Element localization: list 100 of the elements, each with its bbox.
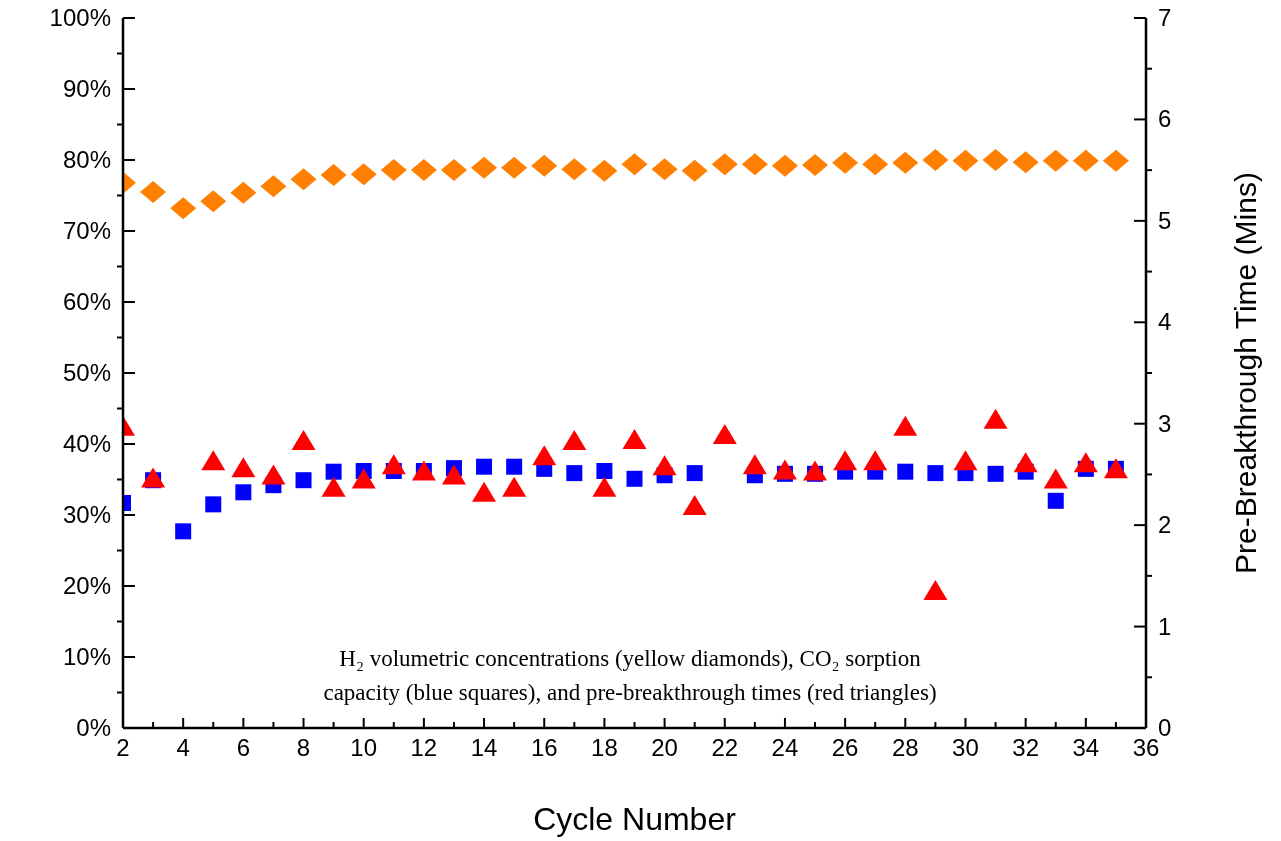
x-tick-label: 4 — [176, 734, 190, 761]
y-tick-label: 50% — [62, 359, 111, 386]
x-tick-label: 8 — [296, 734, 311, 761]
point — [502, 476, 527, 497]
y-tick-label: 30% — [62, 501, 111, 528]
point — [471, 156, 498, 179]
y-tick-label: 70% — [62, 217, 111, 244]
point — [927, 465, 944, 482]
y-tick-label: 100% — [49, 4, 111, 31]
x-tick-label: 16 — [530, 734, 558, 761]
point — [863, 450, 888, 471]
point — [652, 455, 677, 476]
point — [476, 458, 493, 475]
x-tick-label: 18 — [591, 734, 618, 761]
point — [897, 463, 914, 480]
point — [562, 429, 587, 450]
y-tick-label: 80% — [62, 146, 111, 173]
y-tick-label: 0% — [76, 714, 111, 741]
point — [295, 472, 312, 489]
point — [832, 151, 859, 174]
x-tick-label: 28 — [891, 734, 919, 761]
point — [952, 149, 979, 172]
point — [681, 159, 708, 182]
point — [260, 175, 287, 198]
y2-tick-label: 5 — [1158, 206, 1172, 234]
point — [982, 149, 1009, 171]
point — [441, 464, 466, 485]
point — [532, 445, 557, 466]
x-tick-label: 20 — [651, 734, 678, 761]
x-tick-label: 2 — [116, 734, 130, 761]
point — [626, 470, 643, 487]
point — [1073, 452, 1098, 473]
point — [893, 415, 918, 436]
y2-tick-label: 7 — [1158, 4, 1172, 31]
point — [651, 158, 678, 181]
point — [351, 468, 376, 489]
point — [1013, 452, 1038, 473]
y2-axis-title: Pre-Breakthrough Time (Mins) — [1229, 172, 1262, 574]
x-tick-label: 26 — [831, 734, 859, 761]
point — [261, 464, 286, 485]
point — [1102, 149, 1129, 172]
x-tick-label: 34 — [1072, 734, 1100, 761]
y2-tick-label: 2 — [1158, 511, 1172, 539]
point — [591, 159, 618, 182]
x-tick-label: 36 — [1132, 734, 1160, 761]
point — [230, 181, 257, 204]
point — [531, 154, 558, 177]
y2-tick-label: 3 — [1158, 409, 1172, 437]
point — [561, 158, 588, 181]
point — [741, 153, 768, 176]
y-tick-label: 60% — [62, 288, 111, 315]
point — [290, 168, 317, 191]
y-tick-label: 90% — [62, 75, 111, 102]
point — [596, 462, 613, 479]
point — [440, 158, 467, 181]
point — [235, 484, 252, 501]
point — [987, 465, 1004, 482]
x-tick-label: 30 — [952, 734, 979, 761]
point — [772, 459, 797, 480]
point — [320, 163, 347, 186]
point — [923, 580, 948, 601]
point — [922, 149, 949, 171]
point — [201, 450, 226, 471]
y2-tick-label: 4 — [1158, 308, 1172, 336]
point — [622, 428, 647, 449]
point — [862, 153, 889, 176]
point — [140, 180, 167, 203]
point — [892, 151, 919, 174]
point — [953, 450, 978, 471]
point — [712, 423, 737, 444]
y2-tick-label: 0 — [1158, 714, 1172, 741]
point — [682, 494, 707, 515]
point — [501, 156, 528, 179]
y-tick-label: 40% — [62, 430, 111, 457]
annotation: H₂ volumetric concentrations (yellow diamonds), CO₂ sorption capacity (blue squares), and pre-breakthrough times (red triangles) — [323, 646, 937, 705]
point — [170, 197, 197, 220]
x-tick-label: 22 — [711, 734, 739, 761]
point — [141, 467, 166, 488]
point — [803, 460, 828, 481]
point — [983, 408, 1008, 429]
point — [200, 190, 227, 213]
point — [711, 153, 738, 176]
x-tick-label: 10 — [350, 734, 378, 761]
point — [231, 457, 256, 478]
point — [291, 429, 316, 450]
point — [380, 158, 407, 181]
point — [1042, 149, 1069, 172]
point — [1012, 151, 1039, 174]
point — [381, 454, 406, 475]
point — [472, 481, 497, 502]
x-axis-title: Cycle Number — [533, 801, 737, 837]
x-tick-label: 24 — [771, 734, 799, 761]
point — [771, 154, 798, 177]
point — [686, 465, 703, 482]
point — [175, 523, 192, 540]
point — [742, 454, 767, 475]
point — [802, 153, 829, 176]
point — [621, 153, 648, 176]
point — [1072, 149, 1099, 172]
y2-tick-label: 1 — [1158, 612, 1172, 640]
